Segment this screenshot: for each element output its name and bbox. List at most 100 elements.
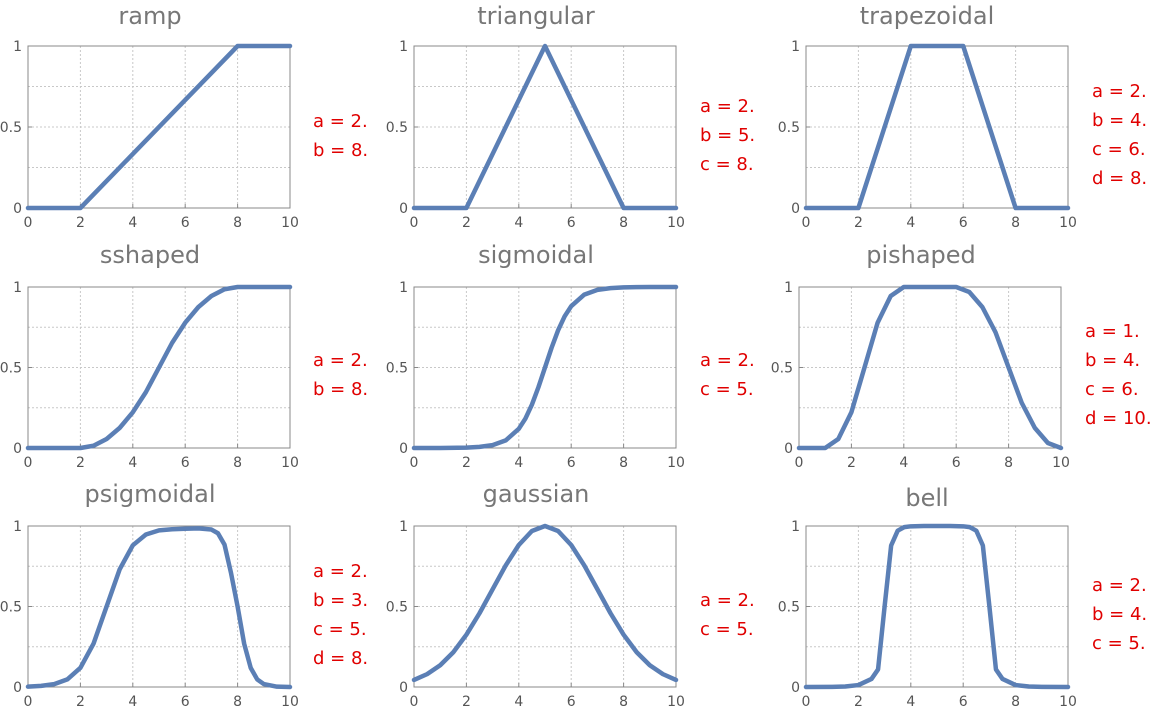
y-tick-label: 1 (791, 39, 800, 55)
x-tick-label: 4 (128, 694, 137, 710)
params-pishaped: a = 1. b = 4. c = 6. d = 10. (1085, 317, 1152, 433)
param-label: a = 2. (1092, 81, 1147, 102)
y-tick-label: 0.5 (778, 120, 800, 136)
x-tick-label: 6 (952, 455, 961, 471)
param-label: d = 10. (1085, 408, 1152, 429)
plot-frame (798, 286, 1062, 449)
x-tick-label: 2 (462, 455, 471, 471)
y-tick-label: 0.5 (386, 600, 408, 616)
param-label: c = 8. (700, 154, 754, 175)
param-label: a = 2. (700, 96, 755, 117)
x-tick-label: 6 (567, 694, 576, 710)
x-tick-label: 4 (906, 694, 915, 710)
y-tick-label: 0.5 (0, 600, 22, 616)
y-tick-label: 0.5 (0, 361, 22, 377)
y-tick-label: 0 (399, 201, 408, 217)
x-tick-label: 2 (76, 694, 85, 710)
param-label: b = 4. (1092, 604, 1148, 625)
x-tick-label: 6 (181, 694, 190, 710)
y-tick-label: 0 (784, 441, 793, 457)
x-tick-label: 10 (1059, 694, 1077, 710)
param-label: d = 8. (1092, 168, 1148, 189)
param-label: a = 2. (700, 590, 755, 611)
param-label: d = 8. (313, 648, 369, 669)
plot-ramp: 0 2 4 6 8 10 0 0.5 1 (0, 39, 299, 231)
params-trapezoidal: a = 2. b = 4. c = 6. d = 8. (1092, 77, 1147, 193)
x-tick-label: 0 (410, 455, 419, 471)
param-label: c = 6. (1085, 379, 1139, 400)
param-label: b = 3. (313, 590, 369, 611)
chart-title-triangular: triangular (477, 2, 595, 30)
param-label: b = 8. (313, 379, 369, 400)
y-tick-label: 1 (784, 280, 793, 296)
chart-title-gaussian: gaussian (482, 480, 590, 508)
x-tick-label: 8 (619, 215, 628, 231)
series-line-trapezoidal (803, 43, 1071, 211)
y-tick-label: 1 (399, 519, 408, 535)
param-label: a = 1. (1085, 321, 1140, 342)
x-tick-label: 6 (567, 455, 576, 471)
x-tick-label: 10 (1059, 215, 1077, 231)
y-tick-label: 0.5 (386, 361, 408, 377)
x-tick-label: 6 (567, 215, 576, 231)
plot-frame (413, 45, 677, 209)
x-tick-label: 6 (959, 215, 968, 231)
param-label: c = 5. (700, 379, 754, 400)
params-ramp: a = 2. b = 8. (313, 107, 368, 165)
series-line-sigmoidal (411, 284, 679, 451)
plot-frame (805, 525, 1069, 688)
plot-sshaped: 0 2 4 6 8 10 0 0.5 1 (0, 280, 299, 471)
x-tick-label: 8 (1004, 455, 1013, 471)
param-label: c = 5. (1092, 633, 1146, 654)
x-tick-label: 2 (462, 694, 471, 710)
series-line-psigmoidal (25, 526, 293, 690)
x-tick-label: 2 (854, 694, 863, 710)
x-tick-label: 0 (24, 455, 33, 471)
series-line-bell (803, 523, 1071, 690)
x-tick-label: 10 (667, 694, 685, 710)
x-tick-label: 8 (233, 215, 242, 231)
x-tick-label: 2 (462, 215, 471, 231)
x-tick-label: 4 (128, 455, 137, 471)
x-tick-label: 2 (76, 455, 85, 471)
chart-title-sshaped: sshaped (99, 241, 201, 269)
y-tick-label: 0 (791, 680, 800, 696)
y-tick-label: 0.5 (771, 361, 793, 377)
x-tick-label: 0 (795, 455, 804, 471)
param-label: c = 5. (700, 619, 754, 640)
y-tick-label: 0 (399, 441, 408, 457)
y-tick-label: 0.5 (0, 120, 22, 136)
y-tick-label: 0.5 (778, 600, 800, 616)
plot-triangular: 0 2 4 6 8 10 0 0.5 1 (386, 39, 685, 231)
chart-title-bell: bell (905, 484, 949, 512)
x-tick-label: 2 (76, 215, 85, 231)
x-tick-label: 0 (802, 215, 811, 231)
x-tick-label: 8 (233, 694, 242, 710)
params-sshaped: a = 2. b = 8. (313, 346, 368, 404)
x-tick-label: 10 (281, 455, 299, 471)
plot-bell: 0 2 4 6 8 10 0 0.5 1 (778, 519, 1077, 710)
y-tick-label: 1 (399, 39, 408, 55)
x-tick-label: 6 (181, 455, 190, 471)
x-tick-label: 6 (181, 215, 190, 231)
x-tick-label: 4 (514, 455, 523, 471)
x-tick-label: 0 (410, 694, 419, 710)
x-tick-label: 10 (281, 215, 299, 231)
params-psigmoidal: a = 2. b = 3. c = 5. d = 8. (313, 557, 368, 673)
y-tick-label: 0 (399, 680, 408, 696)
x-tick-label: 0 (24, 694, 33, 710)
plot-pishaped: 0 2 4 6 8 10 0 0.5 1 (771, 280, 1070, 471)
x-tick-label: 10 (1052, 455, 1070, 471)
x-tick-label: 4 (128, 215, 137, 231)
plot-sigmoidal: 0 2 4 6 8 10 0 0.5 1 (386, 280, 685, 471)
param-label: b = 4. (1085, 350, 1141, 371)
chart-title-sigmoidal: sigmoidal (478, 241, 594, 269)
y-tick-label: 0 (791, 201, 800, 217)
series-line-ramp (25, 43, 293, 211)
series-line-pishaped (796, 284, 1064, 451)
plot-trapezoidal: 0 2 4 6 8 10 0 0.5 1 (778, 39, 1077, 231)
x-tick-label: 4 (899, 455, 908, 471)
param-label: a = 2. (313, 111, 368, 132)
x-tick-label: 2 (854, 215, 863, 231)
x-tick-label: 8 (1011, 215, 1020, 231)
